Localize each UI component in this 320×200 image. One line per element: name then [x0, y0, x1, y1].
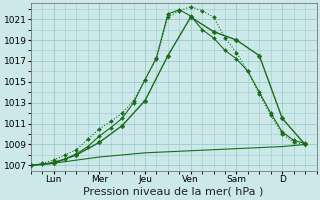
X-axis label: Pression niveau de la mer( hPa ): Pression niveau de la mer( hPa ): [84, 187, 264, 197]
